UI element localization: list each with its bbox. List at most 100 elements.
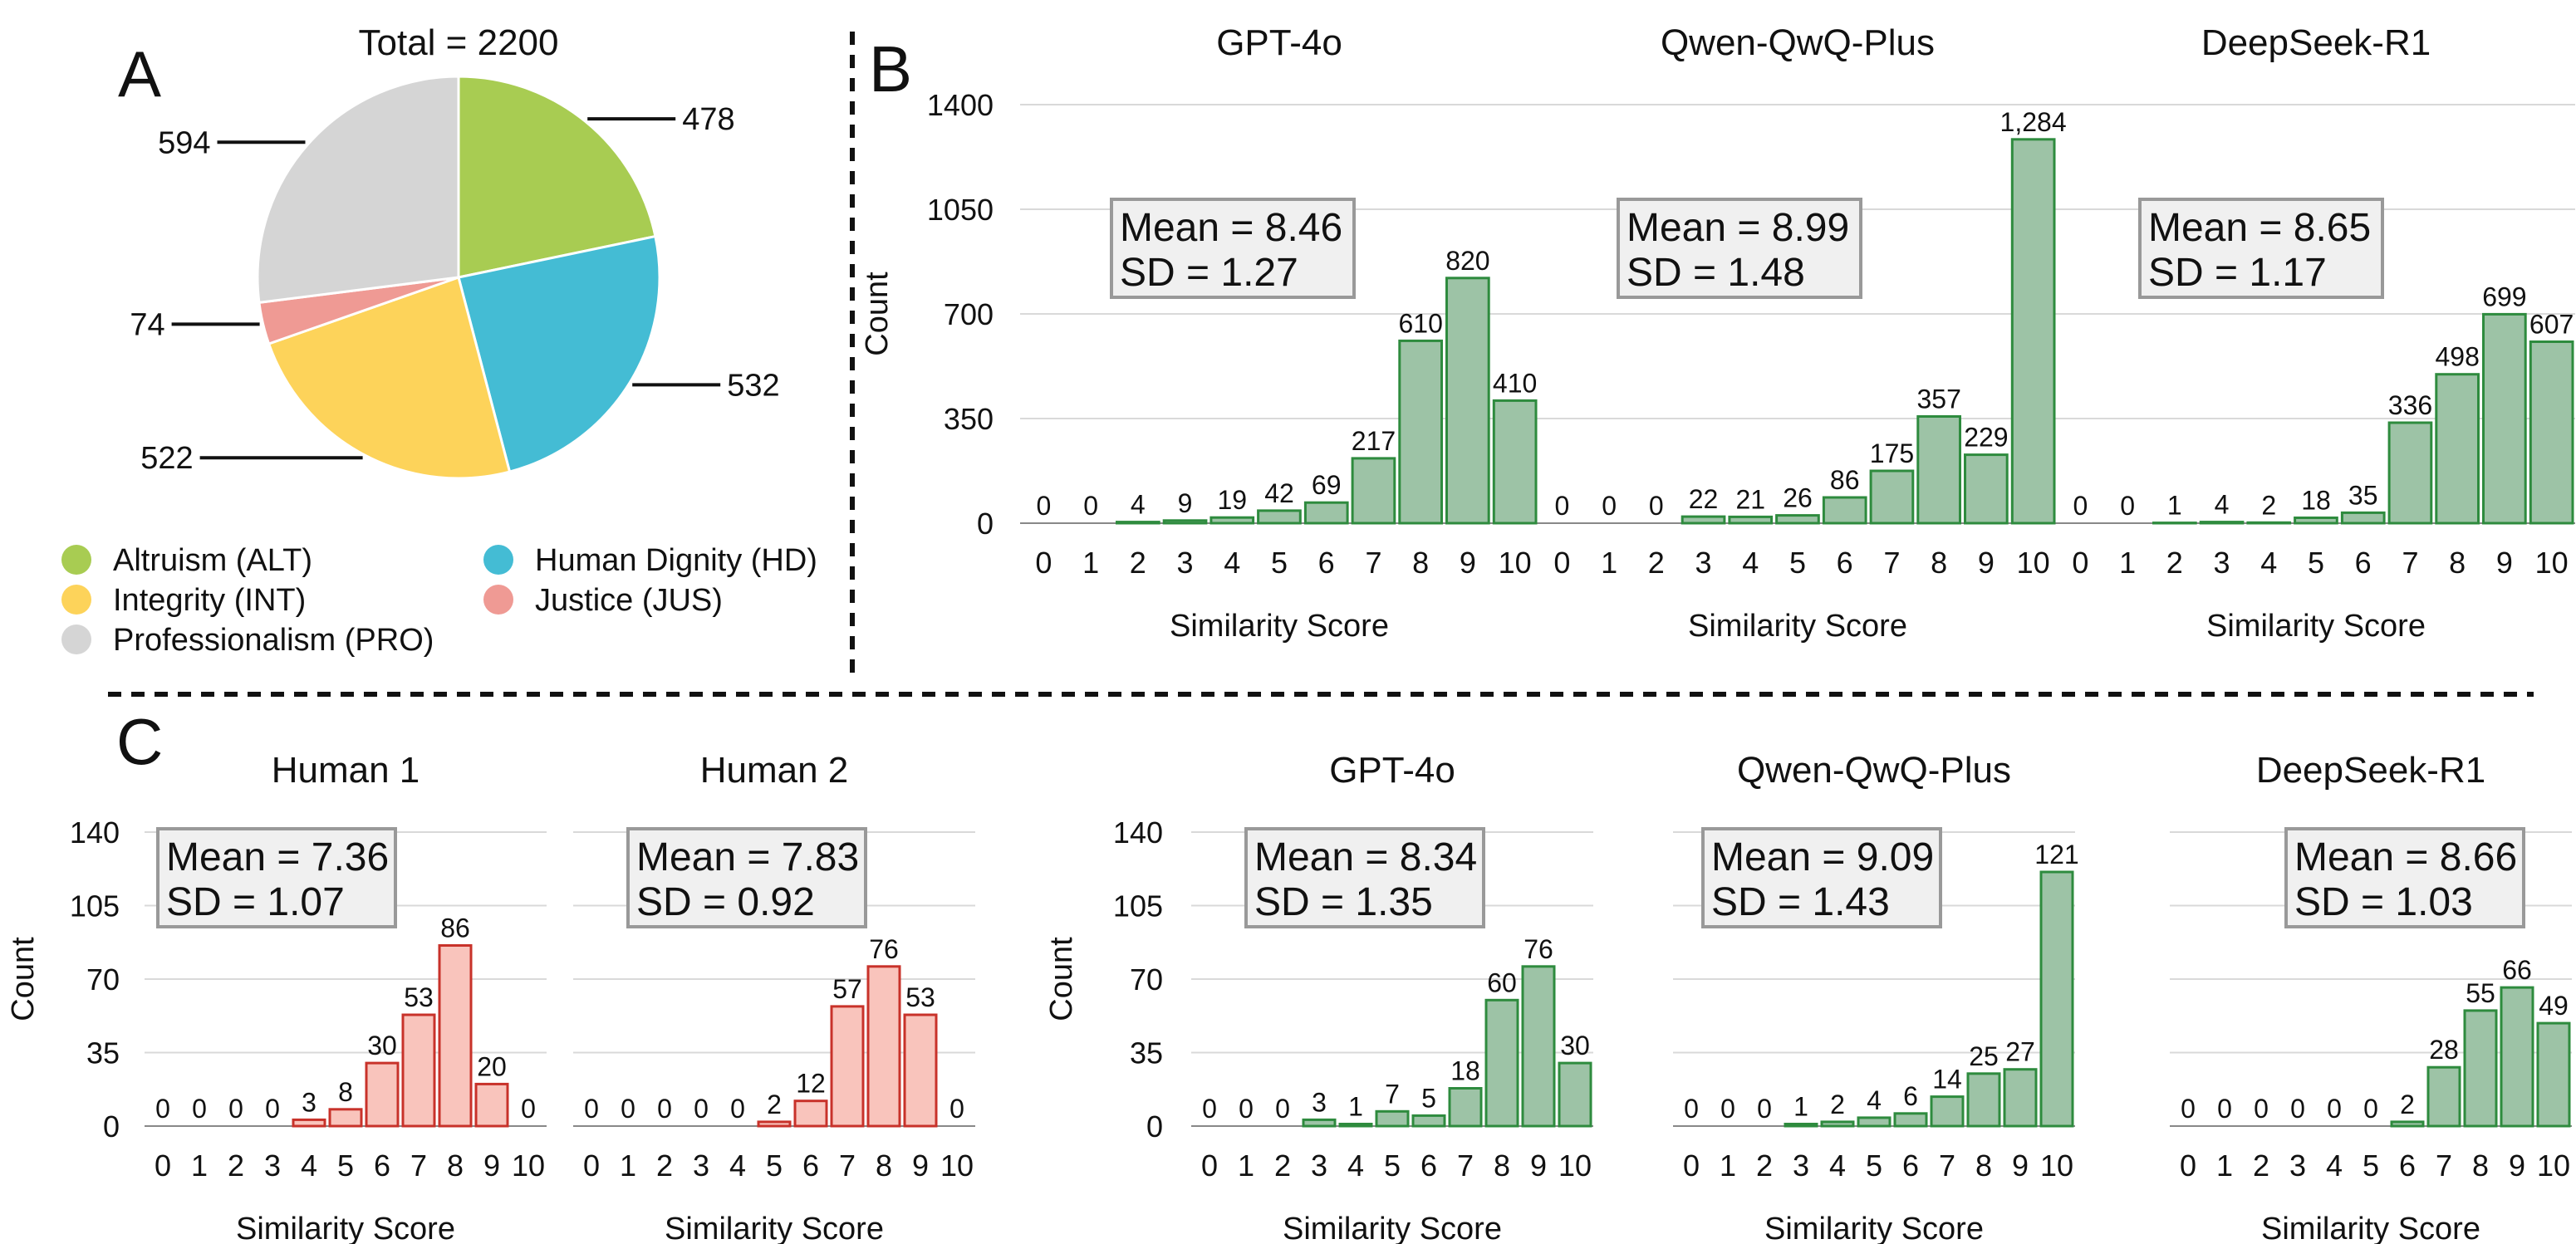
x-tick-label: 8 [1931,546,1947,580]
bar-label-gpt-4o-4: 1 [1348,1092,1363,1122]
pie-legend: Altruism (ALT) Human Dignity (HD) Integrit… [61,543,817,658]
pie-title: Total = 2200 [359,22,559,63]
bar-human-2-6 [793,1100,828,1128]
x-tick-label: 1 [191,1148,208,1183]
bar-label-qwen-qwq-plus-0: 0 [1684,1094,1699,1124]
subplot-title-qwen-qwq-plus: Qwen-QwQ-Plus [1737,750,2011,791]
x-tick-label: 8 [1494,1148,1510,1183]
x-tick-label: 10 [1499,546,1532,580]
x-tick-label: 8 [876,1148,892,1183]
pie-slice-professionalism-pro [256,75,460,305]
bar-gpt-4o-4 [1209,516,1255,525]
x-axis-label: Similarity Score [1764,1212,1984,1244]
bar-label-deepseek-r1-10: 607 [2529,310,2574,340]
bar-deepseek-r1-8 [2463,1009,2498,1128]
x-tick-label: 4 [729,1148,746,1183]
bar-label-human-2-8: 76 [869,934,899,964]
bar-label-human-2-0: 0 [584,1094,599,1124]
x-tick-label: 9 [1978,546,1995,580]
x-tick-label: 0 [2072,546,2088,580]
bar-label-qwen-qwq-plus-2: 0 [1757,1094,1772,1124]
stats-sd-qwen-qwq-plus: SD = 1.48 [1627,251,1805,295]
bar-label-human-2-1: 0 [621,1094,635,1124]
bar-deepseek-r1-6 [2340,511,2386,525]
x-tick-label: 4 [2260,546,2277,580]
x-tick-label: 8 [2472,1148,2489,1183]
bar-label-human-1-10: 0 [521,1094,536,1124]
x-tick-label: 10 [2040,1148,2073,1183]
bar-label-gpt-4o-5: 42 [1264,478,1294,508]
bar-qwen-qwq-plus-4 [1820,1120,1855,1128]
x-axis-label: Similarity Score [1283,1212,1502,1244]
stats-box-qwen-qwq-plus [1701,827,1942,928]
subplot-title-deepseek-r1: DeepSeek-R1 [2201,22,2431,63]
x-tick-label: 7 [1365,546,1381,580]
legend-label-integrity-int: Integrity (INT) [113,583,306,618]
bar-gpt-4o-9 [1521,965,1556,1128]
bar-label-human-2-2: 0 [657,1094,672,1124]
stats-box-human-2 [626,827,867,928]
y-tick-label: 105 [1113,889,1163,923]
stats-sd-deepseek-r1: SD = 1.17 [2148,251,2327,295]
bar-deepseek-r1-7 [2426,1065,2461,1128]
x-tick-label: 10 [2017,546,2050,580]
stats-mean-human-2: Mean = 7.83 [636,835,859,879]
y-tick-label: 0 [1146,1109,1163,1144]
y-axis-label: Count [1044,937,1079,1021]
bar-label-gpt-4o-0: 0 [1037,491,1052,521]
bar-label-qwen-qwq-plus-0: 0 [1555,491,1570,521]
x-tick-label: 4 [2326,1148,2343,1183]
bar-qwen-qwq-plus-7 [1930,1095,1965,1128]
stats-box-gpt-4o [1110,198,1356,299]
bar-qwen-qwq-plus-3 [1681,515,1726,525]
y-tick-label: 35 [1130,1036,1163,1070]
stats-mean-qwen-qwq-plus: Mean = 9.09 [1711,835,1934,879]
x-tick-label: 9 [483,1148,500,1183]
bar-label-qwen-qwq-plus-7: 14 [1932,1065,1962,1095]
x-tick-label: 8 [1412,546,1429,580]
bar-qwen-qwq-plus-5 [1775,514,1820,525]
bar-label-deepseek-r1-2: 1 [2167,491,2182,521]
bar-deepseek-r1-6 [2390,1120,2425,1128]
x-tick-label: 10 [1558,1148,1592,1183]
bar-gpt-4o-5 [1375,1109,1410,1128]
bar-label-deepseek-r1-5: 18 [2301,486,2331,516]
bar-label-gpt-4o-7: 217 [1352,426,1396,456]
legend-marker-integrity-int [61,585,91,615]
legend-label-human-dignity-hd: Human Dignity (HD) [535,543,817,578]
bar-label-gpt-4o-2: 0 [1275,1094,1290,1124]
x-axis-label: Similarity Score [665,1212,884,1244]
bar-label-gpt-4o-1: 0 [1239,1094,1254,1124]
x-tick-label: 4 [301,1148,317,1183]
bar-deepseek-r1-7 [2387,421,2433,525]
bar-gpt-4o-8 [1484,998,1519,1128]
bar-qwen-qwq-plus-5 [1857,1116,1892,1128]
bar-label-deepseek-r1-3: 4 [2215,490,2230,520]
bar-qwen-qwq-plus-6 [1893,1112,1928,1128]
x-tick-label: 2 [2166,546,2183,580]
x-tick-label: 6 [802,1148,819,1183]
bar-label-deepseek-r1-9: 699 [2482,282,2526,311]
bar-label-deepseek-r1-0: 0 [2073,491,2088,521]
x-tick-label: 9 [2012,1148,2029,1183]
bar-qwen-qwq-plus-8 [1916,415,1962,525]
x-tick-label: 1 [1720,1148,1736,1183]
bar-human-2-5 [757,1120,792,1128]
bar-gpt-4o-4 [1338,1123,1373,1128]
x-tick-label: 2 [1274,1148,1291,1183]
x-tick-label: 7 [2402,546,2418,580]
bar-label-human-1-1: 0 [192,1094,207,1124]
x-tick-label: 0 [155,1148,171,1183]
bar-deepseek-r1-8 [2435,373,2480,525]
bar-human-1-6 [365,1061,400,1128]
bar-qwen-qwq-plus-4 [1728,515,1774,525]
bar-label-deepseek-r1-6: 35 [2348,480,2378,510]
panel-letter-a: A [118,37,161,110]
bar-qwen-qwq-plus-7 [1869,469,1915,525]
y-tick-label: 700 [944,297,994,331]
x-tick-label: 3 [1176,546,1193,580]
x-tick-label: 2 [2253,1148,2269,1183]
stats-box-qwen-qwq-plus [1617,198,1862,299]
x-tick-label: 2 [1756,1148,1773,1183]
